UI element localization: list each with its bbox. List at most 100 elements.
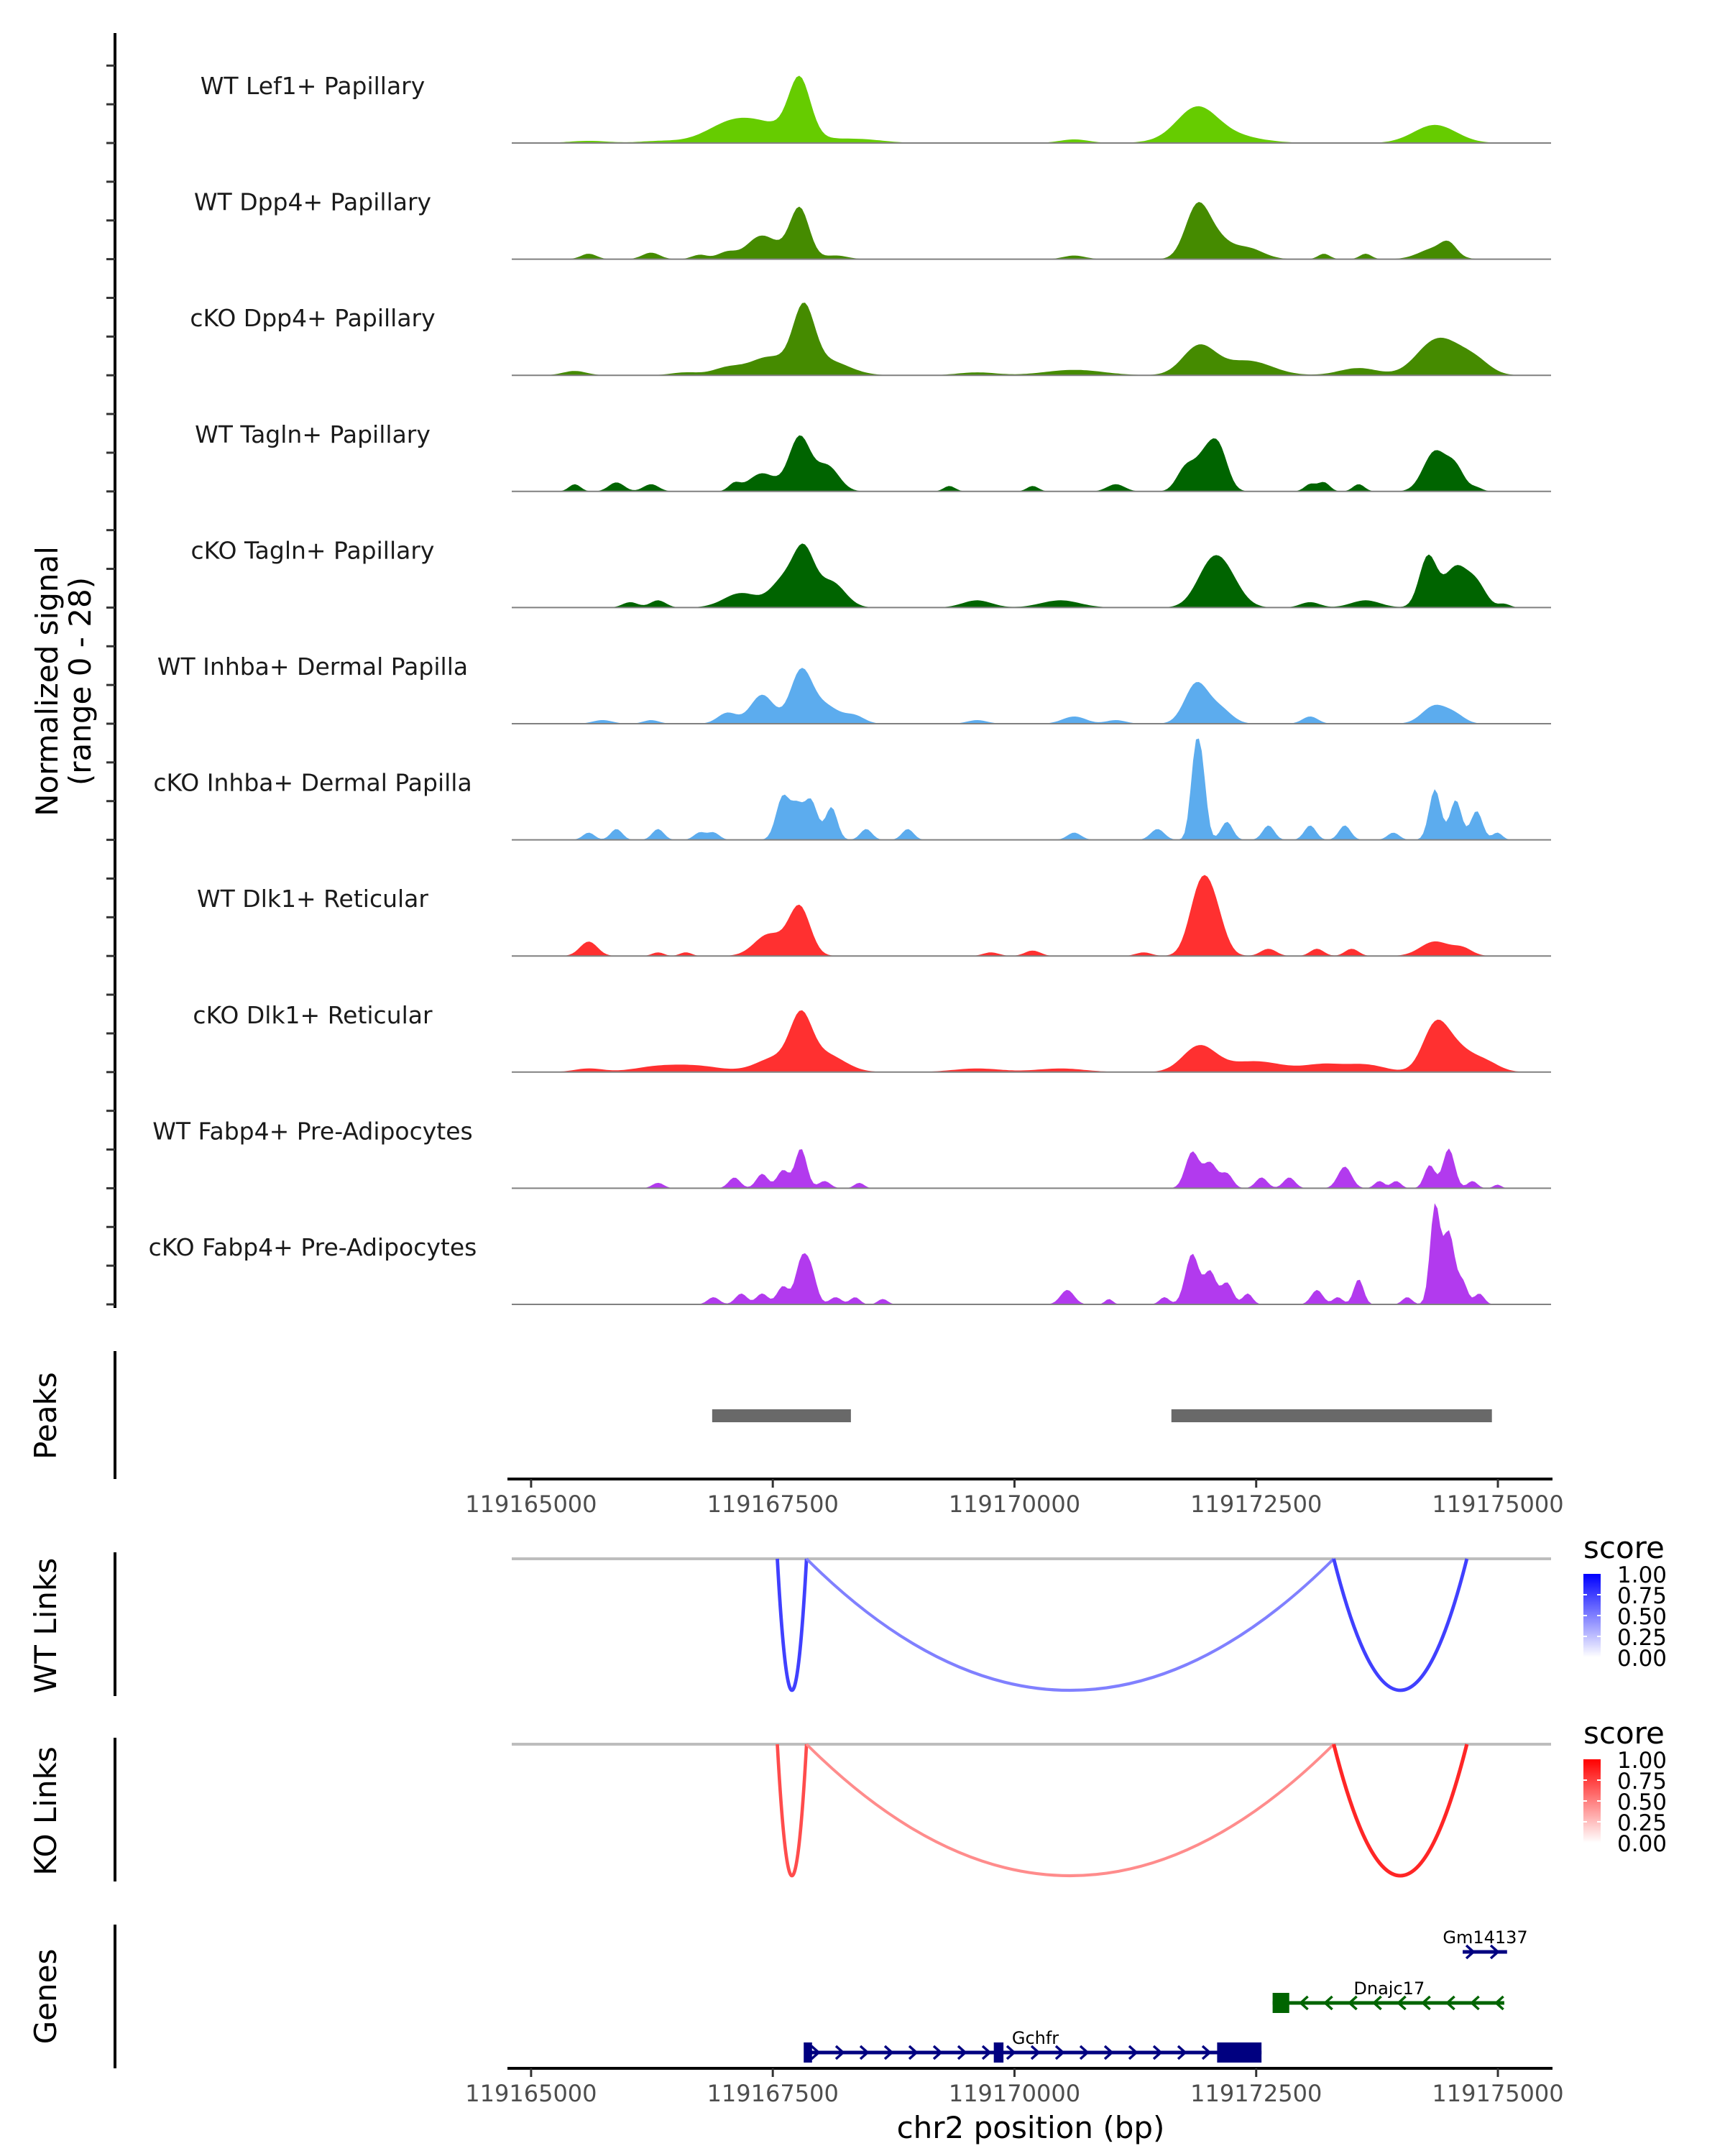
x-tick-label: 119172500 <box>1190 2080 1322 2107</box>
strand-arrow-icon <box>1177 2045 1187 2060</box>
x-tick-label: 119167500 <box>707 1491 839 1518</box>
link-arc <box>805 1743 1335 1877</box>
links-track <box>512 1743 1551 1878</box>
strand-arrow-icon <box>1128 2045 1138 2060</box>
strand-arrow-icon <box>1465 1944 1476 1960</box>
legend-tick-label: 0.75 <box>1617 1769 1667 1795</box>
coverage-area <box>512 1148 1551 1189</box>
legend-tick-label: 0.00 <box>1617 1831 1667 1857</box>
strand-arrow-icon <box>1201 2045 1212 2060</box>
strand-arrow-icon <box>1079 2045 1090 2060</box>
x-tick-label: 119165000 <box>465 2080 597 2107</box>
track-label: WT Dpp4+ Papillary <box>194 188 431 216</box>
gene-label: Dnajc17 <box>1353 1978 1425 1999</box>
gene-exon <box>993 2042 1004 2063</box>
x-axis-genes: 119165000 119167500 119170000 119172500 1191… <box>465 2067 1564 2107</box>
coverage-area <box>512 543 1551 608</box>
strand-arrow-icon <box>1103 2045 1114 2060</box>
wt-links-track-label: WT Links <box>28 1558 63 1693</box>
y-axis-title: Normalized signal (range 0 - 28) <box>29 546 98 816</box>
strand-arrow-icon <box>1371 1995 1382 2011</box>
coverage-area <box>512 75 1551 143</box>
genes-track-label: Genes <box>28 1949 63 2045</box>
strand-arrow-icon <box>1322 1995 1333 2011</box>
track-label: WT Inhba+ Dermal Papilla <box>157 653 468 681</box>
gene-label: Gchfr <box>1012 2028 1059 2048</box>
coverage-track: WT Dlk1+ Reticular <box>106 875 1551 957</box>
legend-tick-label: 1.00 <box>1617 1748 1667 1774</box>
coverage-area <box>512 875 1551 957</box>
gene: Gm14137 <box>1443 1927 1528 1960</box>
strand-arrow-icon <box>1489 1944 1500 1960</box>
coverage-track: cKO Dlk1+ Reticular <box>106 993 1551 1074</box>
coverage-track: WT Lef1+ Papillary <box>106 64 1551 144</box>
legend-tick-label: 0.75 <box>1617 1583 1667 1609</box>
track-label: cKO Tagln+ Papillary <box>191 536 435 564</box>
x-tick-label: 119170000 <box>949 1491 1080 1518</box>
link-arc <box>776 1558 809 1692</box>
coverage-area <box>512 435 1551 492</box>
legend-tick-label: 0.25 <box>1617 1625 1667 1651</box>
coverage-area <box>512 668 1551 724</box>
peaks-track: Peaks <box>28 1351 1492 1479</box>
strand-arrow-icon <box>1469 1995 1480 2011</box>
track-label: cKO Dpp4+ Papillary <box>190 304 435 332</box>
link-arc <box>1332 1558 1469 1692</box>
legend-tick-label: 0.50 <box>1617 1604 1667 1630</box>
coverage-track: WT Inhba+ Dermal Papilla <box>106 645 1551 725</box>
strand-arrow-icon <box>810 2045 821 2060</box>
gene-exon <box>1272 1993 1289 2013</box>
strand-arrow-icon <box>1298 1995 1309 2011</box>
legend-tick-label: 0.00 <box>1617 1646 1667 1672</box>
coverage-track: cKO Inhba+ Dermal Papilla <box>106 738 1551 842</box>
coverage-track: WT Dpp4+ Papillary <box>106 180 1551 261</box>
track-label: WT Lef1+ Papillary <box>201 72 426 100</box>
legend-title: score <box>1583 1715 1665 1751</box>
coverage-track: WT Tagln+ Papillary <box>106 413 1551 493</box>
coverage-area <box>512 202 1551 259</box>
link-arc <box>1332 1743 1469 1878</box>
strand-arrow-icon <box>932 2045 943 2060</box>
links <box>512 1557 1551 1878</box>
y-axis-title-line1: Normalized signal <box>29 546 65 816</box>
strand-arrow-icon <box>859 2045 870 2060</box>
y-axis-title-line2: (range 0 - 28) <box>63 577 98 786</box>
coverage-track: cKO Dpp4+ Papillary <box>106 296 1551 377</box>
x-tick-label: 119175000 <box>1432 1491 1563 1518</box>
genes-track: Genes Gchfr Dnajc17 Gm14137 <box>28 1925 1528 2068</box>
strand-arrow-icon <box>1347 1995 1358 2011</box>
track-label: WT Tagln+ Papillary <box>195 420 431 448</box>
strand-arrow-icon <box>883 2045 894 2060</box>
links-track <box>512 1557 1551 1692</box>
link-arc <box>805 1557 1335 1692</box>
x-tick-label: 119170000 <box>949 2080 1080 2107</box>
gene: Gchfr <box>804 2028 1262 2063</box>
legend-title: score <box>1583 1530 1665 1565</box>
legend-tick-label: 0.25 <box>1617 1810 1667 1836</box>
legend-tick-label: 0.50 <box>1617 1789 1667 1815</box>
strand-arrow-icon <box>1030 2045 1041 2060</box>
ko-links-track-label: KO Links <box>28 1746 63 1876</box>
strand-arrow-icon <box>908 2045 919 2060</box>
coverage-track: cKO Tagln+ Papillary <box>106 529 1551 609</box>
strand-arrow-icon <box>1445 1995 1455 2011</box>
coverage-area <box>512 1203 1551 1304</box>
gene-label: Gm14137 <box>1443 1927 1527 1948</box>
coverage-area <box>512 738 1551 840</box>
track-label: cKO Inhba+ Dermal Papilla <box>153 769 472 797</box>
legend-tick-label: 1.00 <box>1617 1562 1667 1588</box>
gene-exon <box>804 2042 812 2063</box>
coverage-track: cKO Fabp4+ Pre-Adipocytes <box>106 1203 1551 1306</box>
x-tick-label: 119175000 <box>1432 2080 1563 2107</box>
x-tick-label: 119167500 <box>707 2080 839 2107</box>
gene-exon <box>1217 2042 1262 2063</box>
strand-arrow-icon <box>834 2045 845 2060</box>
ko-links-track: KO Links <box>28 1738 116 1881</box>
x-axis-peaks: 119165000 119167500 119170000 119172500 1191… <box>465 1478 1564 1518</box>
strand-arrow-icon <box>1494 1995 1504 2011</box>
wt-links-track: WT Links <box>28 1552 116 1696</box>
peak-region <box>1171 1409 1492 1422</box>
